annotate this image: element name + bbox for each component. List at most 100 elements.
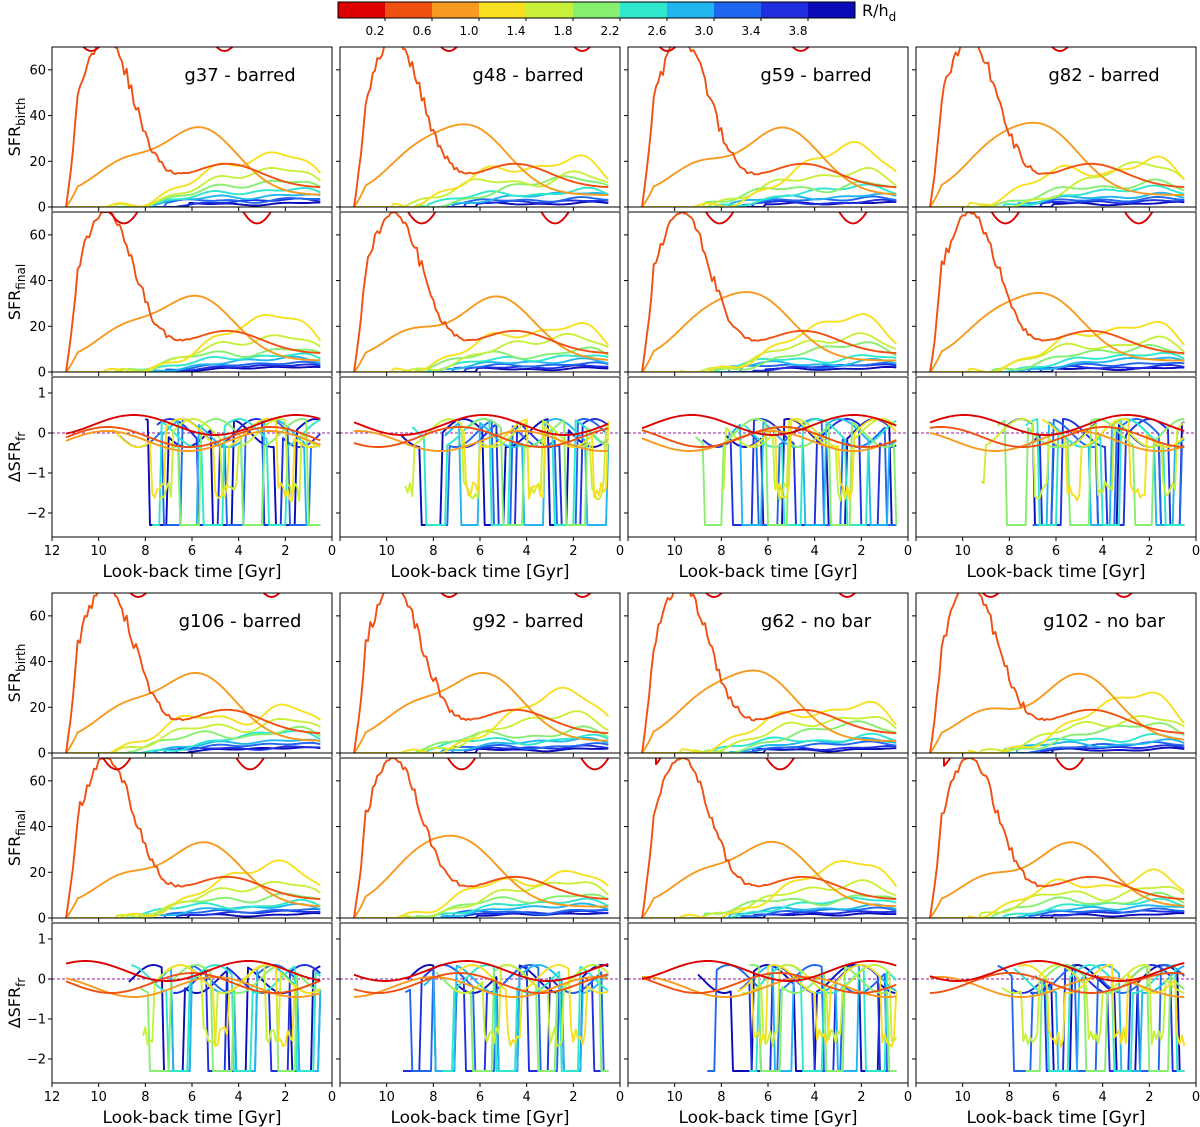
colorbar-tick-label: 0.6 [412,24,431,38]
x-tick-label: 0 [1192,544,1200,559]
y-tick-label: 1 [38,387,46,402]
row-label-birth: SFRbirth [5,644,28,703]
series-line-r7 [66,355,321,372]
panel-title: g106 - barred [179,611,302,632]
x-tick-label: 6 [188,1090,196,1105]
x-tick-label: 10 [666,544,683,559]
series-group [929,47,1185,207]
series-line-r1 [641,426,897,448]
y-tick-label: −2 [27,1053,46,1068]
series-group [353,47,609,207]
series-line-r10 [642,365,897,372]
series-group [65,593,321,753]
series-line-r7 [642,737,897,753]
series-line-r9 [66,363,321,372]
x-tick-label: 2 [1145,544,1153,559]
x-tick-label: 2 [569,1090,577,1105]
panels: 0204060SFRbirth0204060SFRfinal10−1−2ΔSFR… [5,46,1200,1127]
series-line-r1 [641,758,897,918]
x-tick-label: 2 [281,1090,289,1105]
y-tick-label: 20 [29,155,46,170]
y-tick-label: 0 [38,912,46,927]
series-line-r4 [354,710,609,753]
series-line-r0 [65,414,321,436]
series-line-r2 [353,834,609,918]
y-tick-label: −1 [27,1013,46,1028]
series-line-r6 [152,418,321,526]
series-line-r8 [66,908,321,918]
x-tick-label: 4 [523,1090,531,1105]
colorbar-swatch [808,2,856,18]
series-line-r6 [354,897,609,918]
series-line-r9 [66,197,321,207]
series-line-r2 [641,840,897,918]
series-line-r4 [642,166,897,207]
x-tick-label: 8 [141,1090,149,1105]
series-line-r2 [641,291,897,372]
colorbar-swatch [432,2,480,18]
row-label-delta: ΔSFRfr [5,432,28,483]
series-line-r1 [65,972,321,994]
x-tick-label: 4 [811,1090,819,1105]
series-line-r4 [930,715,1185,753]
series-line-r4 [354,881,609,918]
series-line-r5 [930,178,1185,207]
series-line-r8 [354,361,609,372]
series-line-r0 [641,414,897,436]
series-line-r0 [929,414,1185,436]
series-line-r3 [930,691,1186,753]
x-tick-label: 0 [904,544,912,559]
galaxy-panel-82: 10 8 6 4 2 0 Look-back time [Gyr] g82 - barred [912,46,1200,582]
series-line-r9 [173,964,321,1072]
series-line-r3 [737,964,898,1048]
x-axis-title: Look-back time [Gyr] [966,1108,1145,1127]
x-tick-label: 4 [811,544,819,559]
series-line-r5 [354,893,609,918]
colorbar-tick-label: 3.8 [788,24,807,38]
galaxy-panel-102: 10 8 6 4 2 0 Look-back time [Gyr] g102 - no bar [912,592,1200,1127]
series-line-r4 [742,964,898,1047]
series-line-r3 [930,155,1185,207]
series-line-r4 [642,332,897,372]
x-tick-label: 10 [666,1090,683,1105]
series-line-r2 [641,126,897,207]
series-group [628,414,908,526]
series-line-r2 [353,295,609,372]
colorbar: 0.2 0.6 1.0 1.4 1.8 2.2 2.6 3.0 3.4 3.8 [337,1,856,38]
series-line-r4 [354,170,609,207]
series-line-r6 [930,897,1185,918]
x-tick-label: 4 [235,1090,243,1105]
series-line-r5 [642,894,897,918]
series-line-r2 [642,976,897,998]
y-tick-label: 0 [38,747,46,762]
colorbar-swatch [761,2,809,18]
series-line-r3 [930,320,1186,372]
series-line-r4 [451,964,609,1047]
series-line-r1 [929,593,1185,753]
y-tick-label: 60 [29,774,46,789]
x-tick-label: 8 [429,544,437,559]
series-line-r5 [1025,964,1185,1072]
series-line-r1 [65,593,321,753]
galaxy-panel-59: 10 8 6 4 2 0 Look-back time [Gyr] g59 - barred [624,46,912,582]
colorbar-tick-label: 1.0 [459,24,478,38]
series-line-r6 [749,964,897,1072]
series-line-r5 [140,964,321,1072]
series-line-r3 [165,964,321,1048]
y-tick-label: 0 [38,427,46,442]
series-line-r5 [66,179,321,207]
series-line-r4 [930,885,1185,918]
x-axis-title: Look-back time [Gyr] [102,562,281,582]
x-tick-label: 6 [476,544,484,559]
x-tick-label: 0 [328,544,336,559]
series-line-r2 [65,976,321,998]
series-line-r3 [642,140,897,207]
series-line-r2 [353,123,609,207]
series-line-r6 [354,733,609,753]
series-line-r5 [997,418,1185,526]
panel-frame [339,757,621,919]
series-group [628,960,908,1072]
series-group [353,212,610,372]
series-line-r4 [642,715,897,753]
series-line-r1 [353,593,609,753]
